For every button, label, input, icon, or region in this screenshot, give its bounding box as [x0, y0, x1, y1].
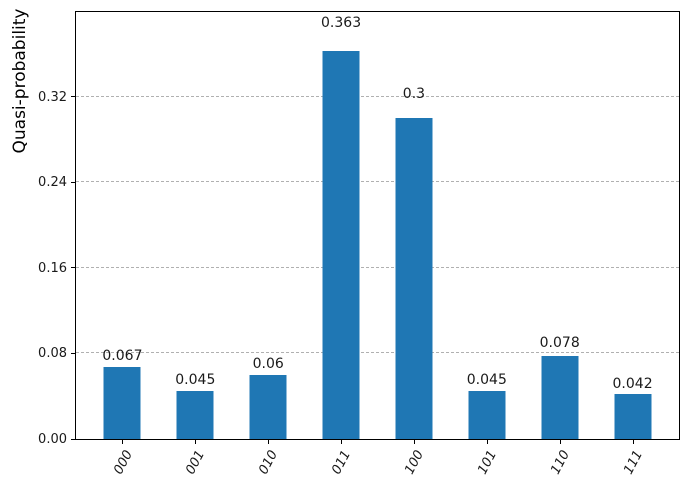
y-tick-label: 0.16: [38, 260, 67, 276]
y-axis-tick: [71, 267, 76, 269]
x-axis-tick: [341, 439, 343, 444]
bar-slot: 0.045 001: [159, 12, 232, 476]
gridline: [76, 352, 679, 354]
bar: [468, 390, 506, 439]
x-tick-label: 110: [548, 448, 573, 477]
x-tick-label: 111: [620, 448, 646, 477]
bar: [614, 394, 652, 439]
y-axis-tick: [71, 352, 76, 354]
bar-value-label: 0.363: [321, 15, 362, 32]
y-axis-title: Quasi-probability: [10, 8, 30, 154]
x-tick-label: 010: [256, 448, 282, 477]
x-axis-tick: [413, 439, 415, 444]
gridline: [76, 266, 679, 268]
bar-slot: 0.363 011: [305, 12, 378, 477]
bar-slot: 0.3 100: [378, 12, 451, 477]
x-axis-tick: [195, 439, 197, 444]
gridline: [76, 95, 679, 97]
x-tick-label: 000: [110, 448, 136, 477]
x-tick-label: 011: [329, 448, 355, 477]
bar: [541, 355, 579, 439]
bar-slot: 0.042 111: [596, 12, 669, 477]
bar: [249, 374, 287, 439]
bar-slot: 0.067 000: [86, 12, 159, 477]
x-axis-tick: [486, 439, 488, 444]
plot-area: 0.00 0.08 0.16 0.24 0.32 0.067 000 0.045 001 0.06…: [38, 11, 680, 477]
bar: [176, 390, 214, 439]
x-tick-label: 100: [402, 448, 428, 477]
y-tick-label: 0.24: [38, 175, 67, 191]
bar-value-label: 0.078: [539, 335, 580, 352]
x-axis-tick: [122, 439, 124, 444]
bar-slot: 0.045 101: [450, 12, 523, 476]
bar: [395, 118, 433, 439]
bar-value-label: 0.045: [175, 372, 216, 389]
bar-value-label: 0.042: [612, 375, 653, 392]
y-tick-label: 0.32: [38, 89, 67, 105]
x-tick-label: 101: [475, 448, 501, 477]
bars-row: 0.067 000 0.045 001 0.06 010 0.363 011 0.3 100 0.0…: [76, 12, 679, 477]
bar-value-label: 0.045: [466, 372, 507, 389]
y-axis-tick: [71, 181, 76, 183]
x-tick-label: 001: [183, 448, 209, 477]
x-axis-tick: [268, 439, 270, 444]
bar-value-label: 0.067: [102, 347, 143, 364]
y-axis-tick: [71, 438, 76, 440]
gridline: [76, 181, 679, 183]
y-tick-label: 0.08: [38, 346, 67, 362]
y-axis-tick: [71, 96, 76, 98]
bar: [322, 50, 360, 439]
y-tick-label: 0.00: [38, 432, 67, 447]
bar-value-label: 0.3: [402, 86, 426, 103]
x-axis-tick: [559, 439, 561, 444]
bar-slot: 0.06 010: [232, 12, 305, 477]
bar-slot: 0.078 110: [523, 12, 596, 477]
x-axis-tick: [632, 439, 634, 444]
bar-value-label: 0.06: [252, 355, 284, 372]
bar: [103, 367, 141, 439]
